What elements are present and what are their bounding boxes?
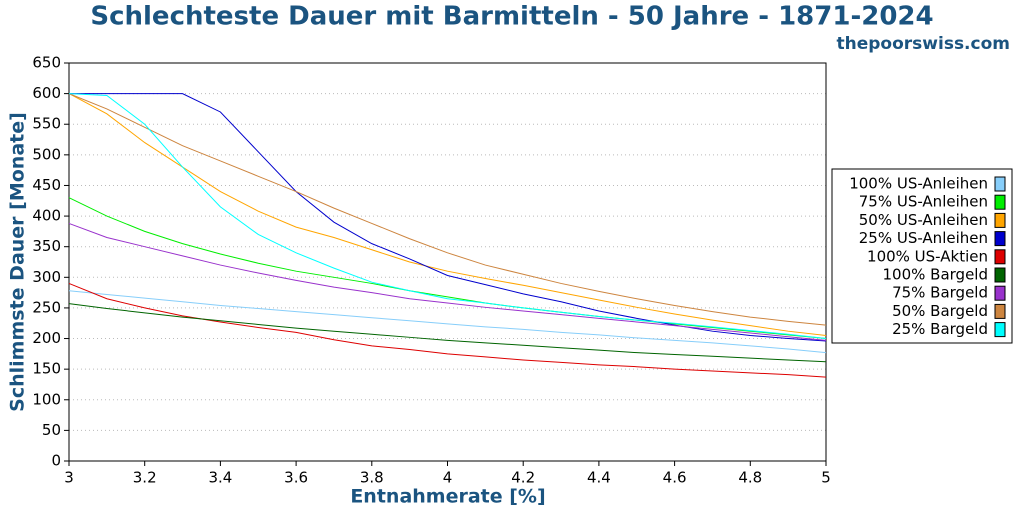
x-tick-label: 3 <box>64 469 74 487</box>
series-line <box>68 93 827 326</box>
y-tick-label: 0 <box>51 452 61 470</box>
legend-label: 75% US-Anleihen <box>859 193 988 211</box>
y-tick-label: 250 <box>32 298 61 316</box>
chart-subtitle: thepoorswiss.com <box>837 34 1011 54</box>
x-tick-label: 3.2 <box>133 469 157 487</box>
legend-swatch <box>994 267 1006 283</box>
series-line <box>68 303 827 363</box>
series-line <box>68 290 827 354</box>
legend-swatch <box>994 249 1006 265</box>
series-line <box>68 93 827 340</box>
y-tick-label: 650 <box>32 54 61 72</box>
x-tick-label: 4.6 <box>663 469 687 487</box>
legend-label: 50% US-Anleihen <box>859 211 988 229</box>
legend-label: 100% Bargeld <box>883 266 988 284</box>
series-line <box>69 93 827 342</box>
x-tick-label: 4.8 <box>738 469 762 487</box>
series-line <box>68 282 827 378</box>
y-tick-label: 400 <box>32 207 61 225</box>
x-tick-label: 3.4 <box>208 469 232 487</box>
y-tick-label: 350 <box>32 237 61 255</box>
legend-swatch <box>994 231 1006 247</box>
chart-title: Schlechteste Dauer mit Barmitteln - 50 J… <box>90 2 933 32</box>
x-tick-label: 4.2 <box>511 469 535 487</box>
series-line <box>68 222 827 341</box>
legend-label: 100% US-Anleihen <box>849 175 988 193</box>
legend-swatch <box>994 303 1006 319</box>
legend-label: 100% US-Aktien <box>867 247 988 265</box>
legend-swatch <box>994 285 1006 301</box>
legend-label: 25% US-Anleihen <box>859 229 988 247</box>
y-axis-label: Schlimmste Dauer [Monate] <box>7 112 29 412</box>
legend-swatch <box>994 322 1006 338</box>
y-tick-label: 450 <box>32 176 61 194</box>
legend-swatch <box>994 176 1006 192</box>
y-tick-label: 200 <box>32 329 61 347</box>
series-line <box>68 197 827 340</box>
legend-swatch <box>994 194 1006 210</box>
y-tick-label: 100 <box>32 390 61 408</box>
legend-label: 25% Bargeld <box>892 320 988 338</box>
y-tick-label: 300 <box>32 268 61 286</box>
legend-box <box>831 168 1013 344</box>
plot-frame <box>68 62 827 462</box>
x-tick-label: 4 <box>443 469 453 487</box>
legend-label: 75% Bargeld <box>892 284 988 302</box>
x-tick-label: 4.4 <box>587 469 611 487</box>
x-tick-label: 3.8 <box>360 469 384 487</box>
legend-label: 50% Bargeld <box>892 302 988 320</box>
legend-swatch <box>994 212 1006 228</box>
y-tick-label: 550 <box>32 115 61 133</box>
series-line <box>68 93 827 336</box>
x-tick-label: 3.6 <box>284 469 308 487</box>
y-tick-label: 600 <box>32 84 61 102</box>
x-tick-label: 5 <box>821 469 831 487</box>
y-tick-label: 150 <box>32 360 61 378</box>
x-axis-label: Entnahmerate [%] <box>350 486 545 508</box>
y-tick-label: 500 <box>32 145 61 163</box>
y-tick-label: 50 <box>42 421 61 439</box>
